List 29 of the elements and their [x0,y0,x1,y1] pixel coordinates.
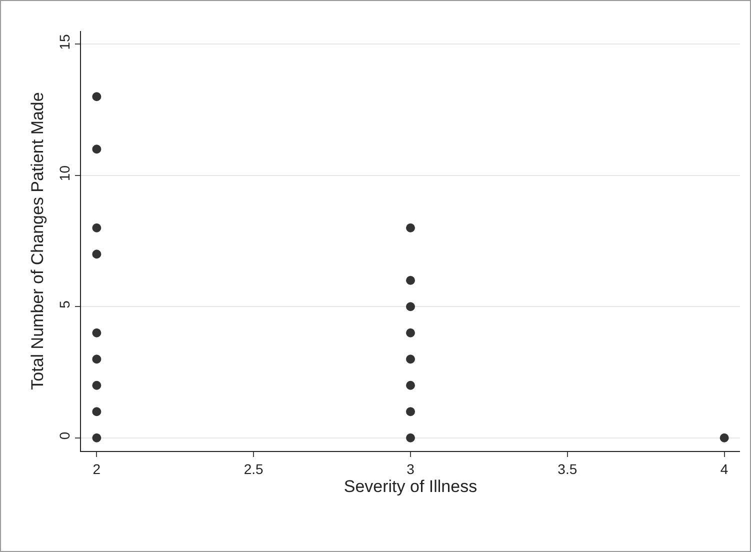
point [92,92,102,102]
x-tick-label: 4 [720,460,728,477]
point [92,407,102,416]
point [92,328,102,338]
point [406,276,415,285]
point [406,354,415,364]
point [92,223,102,232]
point [406,328,415,338]
point [406,433,415,442]
y-tick-label: 15 [56,34,72,50]
point [92,354,102,364]
y-tick-label: 10 [56,165,72,182]
x-tick-label: 2.5 [244,460,264,477]
x-tick-label: 2 [92,460,101,477]
y-tick-label: 5 [56,300,72,308]
x-tick-label: 3.5 [558,460,578,477]
point [92,433,102,442]
y-tick-label: 0 [56,432,72,440]
point [406,302,415,312]
y-axis-title: Total Number of Changes Patient Made [28,92,47,390]
point [92,250,102,259]
x-axis-title: Severity of Illness [344,476,478,496]
point [92,144,102,154]
point [406,223,415,232]
point [92,380,102,390]
point [406,407,415,416]
point [406,380,415,390]
x-tick-label: 3 [406,460,415,477]
point [720,433,729,442]
